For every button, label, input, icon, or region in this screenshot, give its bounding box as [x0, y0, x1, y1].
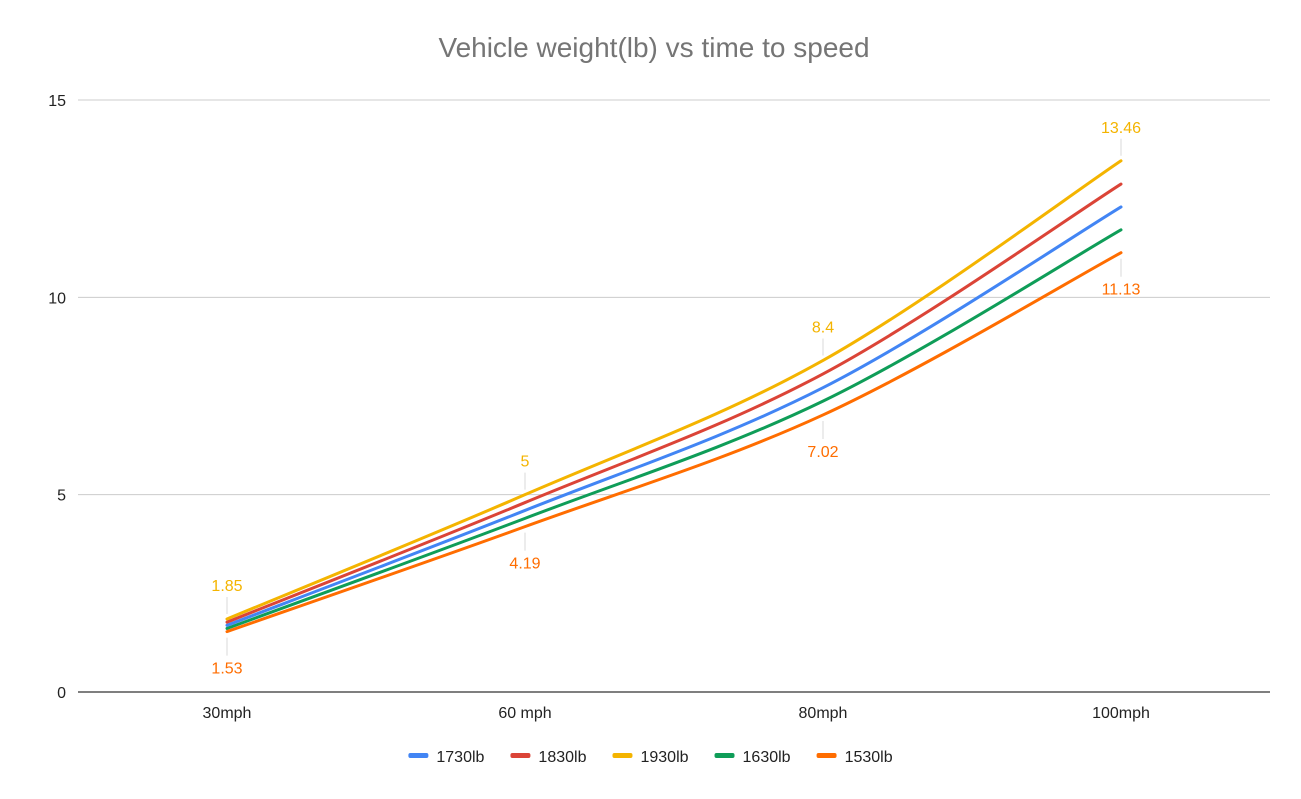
data-label-1930lb: 8.4	[812, 319, 834, 336]
legend-swatch	[714, 753, 735, 758]
x-axis-ticks: 30mph 60 mph 80mph 100mph	[203, 705, 1150, 722]
series-line-1830lb	[225, 182, 1123, 624]
legend-swatch	[408, 753, 429, 758]
x-tick-label: 30mph	[203, 705, 252, 722]
legend-label: 1930lb	[640, 749, 688, 766]
data-label-1530lb: 4.19	[509, 556, 540, 573]
series-line-1630lb	[225, 228, 1123, 630]
x-tick-label: 100mph	[1092, 705, 1150, 722]
y-tick-label: 10	[48, 290, 66, 307]
chart-title: Vehicle weight(lb) vs time to speed	[438, 32, 869, 63]
y-axis-ticks: 0 5 10 15	[48, 93, 66, 702]
legend-item-1530lb[interactable]: 1530lb	[816, 749, 893, 766]
data-label-1930lb: 5	[521, 454, 530, 471]
gridlines	[78, 99, 1270, 693]
x-tick-label: 80mph	[799, 705, 848, 722]
legend: 1730lb 1830lb 1930lb 1630lb 1530lb	[408, 749, 893, 766]
series-line-1530lb	[225, 251, 1123, 634]
data-label-1530lb: 7.02	[807, 444, 838, 461]
data-label-1930lb: 1.85	[211, 578, 242, 595]
legend-item-1630lb[interactable]: 1630lb	[714, 749, 791, 766]
series-line-1730lb	[225, 205, 1123, 627]
legend-item-1730lb[interactable]: 1730lb	[408, 749, 485, 766]
legend-item-1930lb[interactable]: 1930lb	[612, 749, 689, 766]
y-tick-label: 5	[57, 488, 66, 505]
data-label-1530lb: 11.13	[1102, 282, 1141, 299]
y-tick-label: 0	[57, 685, 66, 702]
series-lines	[225, 159, 1123, 634]
legend-label: 1830lb	[538, 749, 586, 766]
series-line-1930lb	[225, 159, 1123, 621]
legend-item-1830lb[interactable]: 1830lb	[510, 749, 587, 766]
legend-swatch	[612, 753, 633, 758]
legend-label: 1530lb	[845, 749, 893, 766]
data-label-1530lb: 1.53	[211, 661, 242, 678]
legend-swatch	[816, 753, 837, 758]
legend-label: 1630lb	[743, 749, 791, 766]
legend-swatch	[510, 753, 531, 758]
x-tick-label: 60 mph	[498, 705, 551, 722]
data-label-1930lb: 13.46	[1101, 120, 1141, 137]
legend-label: 1730lb	[436, 749, 484, 766]
data-labels: 1.85 5 8.4 13.46 1.53 4.19 7.02 11.13	[211, 120, 1141, 678]
y-tick-label: 15	[48, 93, 66, 110]
